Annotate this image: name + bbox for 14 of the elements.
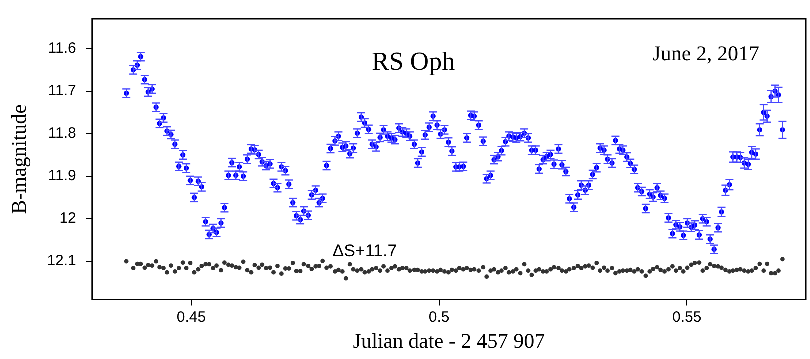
y-tick-label: 11.9	[48, 168, 76, 185]
y-tick-label: 11.8	[48, 125, 76, 142]
x-tick-label: 0.55	[672, 308, 702, 326]
text: June 2, 2017	[652, 42, 760, 66]
text: RS Oph	[372, 46, 456, 76]
y-tick-label: 11.6	[48, 40, 76, 57]
x-tick-label: 0.45	[176, 308, 206, 326]
x-tick-label: 0.5	[428, 308, 450, 326]
y-tick-label: 12.1	[47, 252, 76, 270]
y-tick-label: 11.7	[48, 82, 76, 100]
y-tick-label: 12	[60, 210, 76, 228]
series-label: ΔS+11.7	[332, 242, 398, 261]
y-axis-title: B-magnitude	[7, 104, 32, 214]
x-axis-title: Julian date - 2 457 907	[353, 328, 546, 353]
